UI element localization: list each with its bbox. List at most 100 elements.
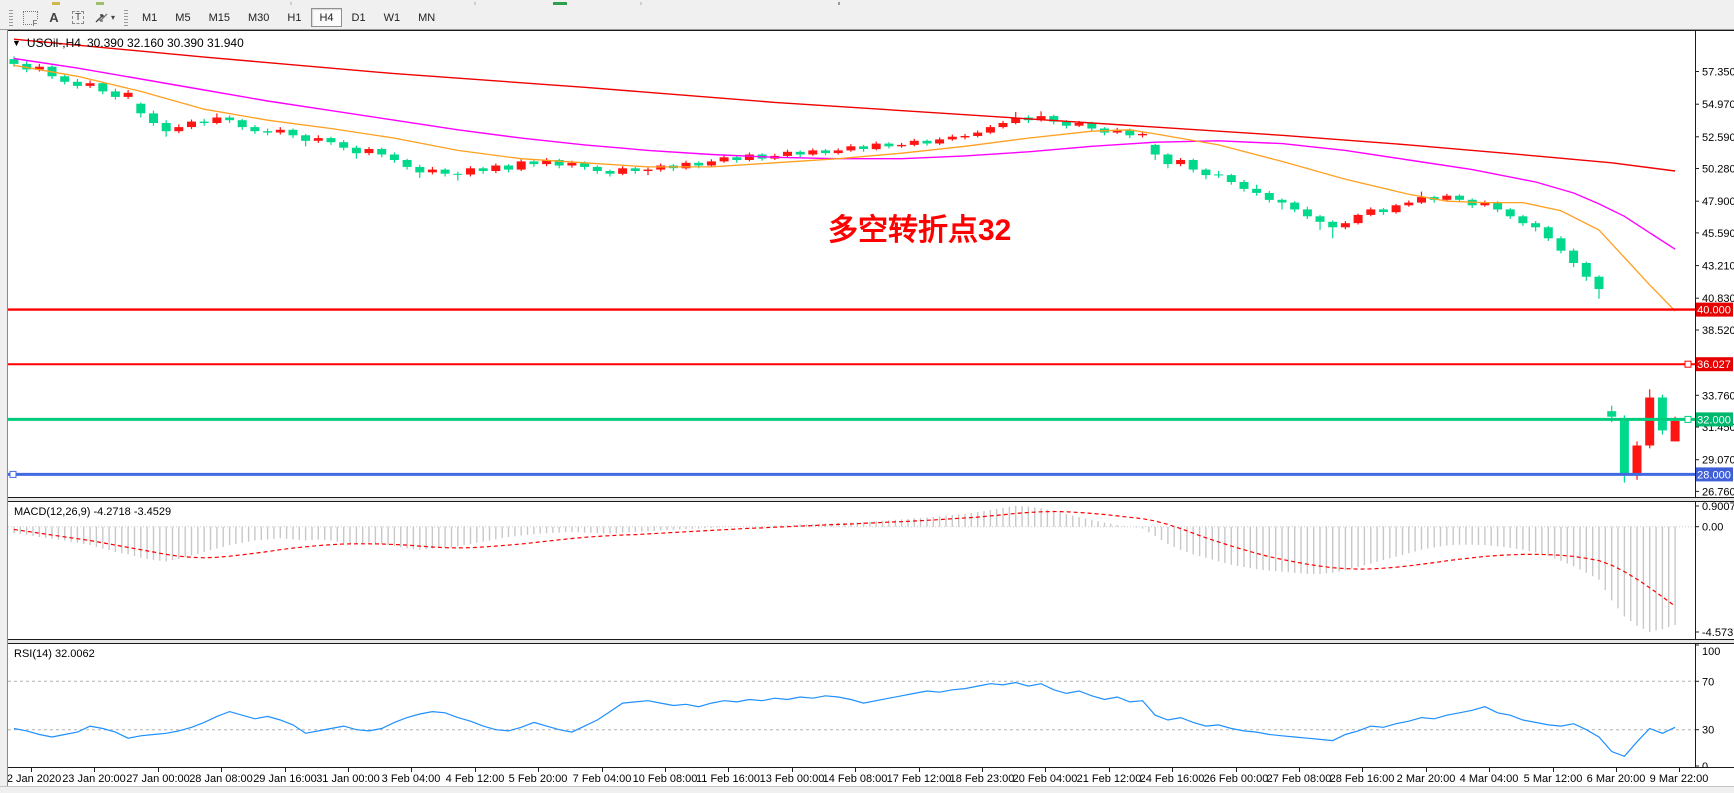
time-tick [475, 768, 476, 772]
time-axis-label: 13 Feb 00:00 [759, 773, 825, 785]
tf-m30-button[interactable]: M30 [240, 8, 277, 27]
time-axis-label: 7 Feb 04:00 [572, 773, 632, 785]
tf-m1-button[interactable]: M1 [134, 8, 165, 27]
price-chart-panel[interactable]: 57.350 54.970 52.590 50.280 47.900 45.590 43.2… [0, 30, 1734, 498]
insert-text-button[interactable]: A [42, 8, 66, 28]
time-tick [348, 768, 349, 772]
clipped-button-mark [52, 2, 60, 5]
rsi-indicator-panel[interactable]: 100 70 30 0 RSI(14) 32.0062 [0, 643, 1734, 773]
price-tick-label: 52.590 [1702, 132, 1734, 144]
time-tick [538, 768, 539, 772]
time-tick [285, 768, 286, 772]
time-tick [1109, 768, 1110, 772]
time-axis-label: 24 Feb 16:00 [1139, 773, 1205, 785]
clipped-green-indicator [553, 2, 567, 5]
chevron-down-icon: ▼ [12, 38, 21, 48]
time-tick [411, 768, 412, 772]
time-axis-label: 22 Jan 2020 [0, 773, 62, 785]
time-tick [1553, 768, 1554, 772]
cycle-objects-button[interactable]: ▾ [90, 8, 119, 28]
window-bottom-strip [0, 786, 1734, 793]
clipped-button-mark [96, 2, 104, 5]
time-axis-label: 5 Feb 20:00 [508, 773, 568, 785]
time-axis-label: 9 Mar 22:00 [1649, 773, 1709, 785]
time-axis-label: 4 Feb 12:00 [445, 773, 505, 785]
text-box-icon: T [71, 11, 85, 24]
macd-indicator-panel[interactable]: 0.9007 0.00 -4.5737 MACD(12,26,9) -4.2718 -… [0, 501, 1734, 640]
time-axis-label: 20 Feb 04:00 [1012, 773, 1078, 785]
time-tick [1045, 768, 1046, 772]
chart-ohlc-values: 30.390 32.160 30.390 31.940 [86, 36, 244, 50]
time-axis-label: 10 Feb 08:00 [632, 773, 698, 785]
annotation-text[interactable]: 多空转折点32 [828, 214, 1012, 247]
toolbar-grip[interactable] [124, 9, 129, 26]
time-axis-label: 21 Feb 12:00 [1076, 773, 1142, 785]
tf-m15-button[interactable]: M15 [201, 8, 238, 27]
tf-w1-button[interactable]: W1 [376, 8, 409, 27]
price-badge: 40.000 [1697, 305, 1731, 317]
time-tick [221, 768, 222, 772]
time-axis-label: 29 Jan 16:00 [253, 773, 317, 785]
time-axis-label: 18 Feb 23:00 [949, 773, 1015, 785]
chart-title: ▼ USOil-,H4 30.390 32.160 30.390 31.940 [12, 36, 244, 50]
time-tick [1236, 768, 1237, 772]
tf-h1-button[interactable]: H1 [279, 8, 309, 27]
price-tick-label: 38.520 [1702, 325, 1734, 337]
price-tick-label: 45.590 [1702, 228, 1734, 240]
price-tick-label: 54.970 [1702, 99, 1734, 111]
time-tick [982, 768, 983, 772]
time-tick [31, 768, 32, 772]
clipped-button-edge [474, 2, 476, 5]
time-axis-label: 28 Jan 08:00 [189, 773, 253, 785]
price-tick-label: 40.830 [1702, 293, 1734, 305]
time-axis-label: 23 Jan 20:00 [62, 773, 126, 785]
tf-d1-button[interactable]: D1 [344, 8, 374, 27]
time-axis-label: 27 Jan 00:00 [126, 773, 190, 785]
left-dock-strip [0, 30, 8, 786]
price-tick-label: 26.760 [1702, 486, 1734, 498]
time-axis-label: 27 Feb 08:00 [1266, 773, 1332, 785]
macd-scale-label: -4.5737 [1702, 627, 1734, 639]
grid-icon: F [22, 10, 38, 28]
time-tick [728, 768, 729, 772]
time-tick [1616, 768, 1617, 772]
panel-splitter[interactable] [0, 498, 1734, 501]
time-tick [792, 768, 793, 772]
time-axis-label: 3 Feb 04:00 [381, 773, 441, 785]
time-axis-label: 2 Mar 20:00 [1396, 773, 1456, 785]
time-tick [94, 768, 95, 772]
time-tick [1299, 768, 1300, 772]
letter-a-icon: A [49, 10, 59, 25]
crosshair-grid-button[interactable]: F [18, 8, 42, 28]
time-tick [1489, 768, 1490, 772]
time-tick [158, 768, 159, 772]
price-tick-label: 57.350 [1702, 67, 1734, 79]
rsi-scale-label: 0 [1702, 761, 1708, 768]
price-tick-label: 33.760 [1702, 390, 1734, 402]
text-label-button[interactable]: T [66, 8, 90, 28]
time-axis[interactable]: 22 Jan 2020 23 Jan 20:00 27 Jan 00:00 28 Ja… [0, 768, 1734, 786]
macd-scale-label: 0.00 [1702, 522, 1723, 534]
time-tick [1362, 768, 1363, 772]
time-axis-label: 31 Jan 00:00 [316, 773, 380, 785]
tf-m5-button[interactable]: M5 [167, 8, 198, 27]
price-badge: 36.027 [1697, 359, 1731, 371]
panel-splitter[interactable] [0, 640, 1734, 643]
macd-canvas[interactable]: 0.9007 0.00 -4.5737 MACD(12,26,9) -4.2718 -… [0, 501, 1734, 640]
price-chart-canvas[interactable]: 57.350 54.970 52.590 50.280 47.900 45.590 43.2… [0, 30, 1734, 498]
tf-mn-button[interactable]: MN [410, 8, 443, 27]
price-tick-label: 50.280 [1702, 164, 1734, 176]
rsi-scale-label: 30 [1702, 725, 1714, 737]
time-axis-label: 14 Feb 08:00 [822, 773, 888, 785]
time-axis-label: 11 Feb 16:00 [695, 773, 761, 785]
rsi-label: RSI(14) 32.0062 [14, 648, 95, 660]
rsi-canvas[interactable]: 100 70 30 0 RSI(14) 32.0062 [0, 643, 1734, 773]
price-tick-label: 47.900 [1702, 196, 1734, 208]
price-tick-label: 43.210 [1702, 261, 1734, 273]
toolbar-grip[interactable] [9, 9, 13, 26]
chevron-down-icon: ▾ [111, 13, 116, 22]
chart-symbol-timeframe: USOil-,H4 [26, 36, 81, 50]
tf-h4-button[interactable]: H4 [311, 8, 342, 27]
rsi-scale-label: 70 [1702, 676, 1714, 688]
clipped-button-edge [290, 2, 292, 5]
